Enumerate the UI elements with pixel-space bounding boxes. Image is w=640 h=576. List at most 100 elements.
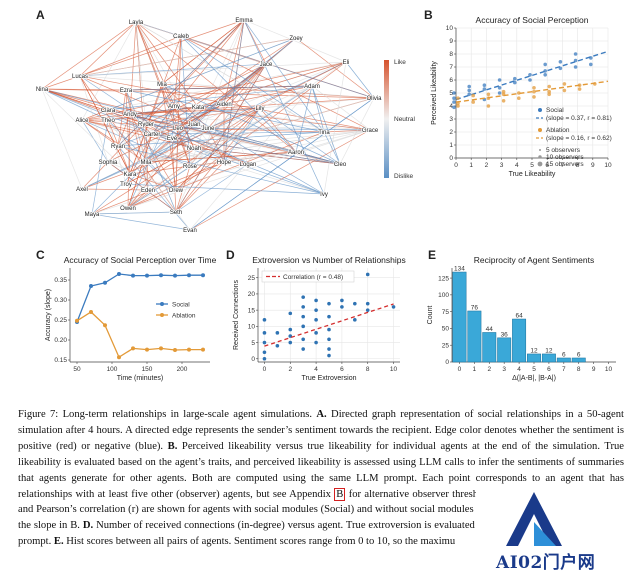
data-point <box>301 295 305 299</box>
data-point <box>89 310 93 314</box>
graph-edge <box>81 119 325 195</box>
graph-edge <box>180 35 297 153</box>
y-tick-label: 7 <box>449 64 453 71</box>
graph-edge <box>125 89 325 133</box>
graph-edges <box>41 19 375 231</box>
graph-edge <box>247 151 297 165</box>
data-point <box>562 88 567 93</box>
social-graph: Layla Emma Caleb Zoey Eli Lucas Jace Adam Nina Mi… <box>35 17 416 235</box>
data-point <box>532 86 536 90</box>
appendix-link[interactable]: B <box>334 487 346 501</box>
graph-edge <box>79 75 109 163</box>
graph-edge <box>81 188 149 191</box>
data-point <box>327 337 331 342</box>
graph-edge <box>127 133 153 209</box>
graph-edge <box>173 105 325 195</box>
y-tick-label: 10 <box>446 25 454 32</box>
data-point <box>528 78 532 82</box>
data-point <box>482 83 487 87</box>
data-point <box>159 346 163 351</box>
data-point <box>365 272 370 277</box>
y-tick-label: 0.35 <box>54 277 67 284</box>
y-tick-label: 9 <box>449 38 453 45</box>
data-point <box>327 353 331 358</box>
graph-edge <box>129 113 371 131</box>
y-tick-label: 10 <box>248 324 256 331</box>
data-point <box>543 73 547 77</box>
graph-edge <box>129 123 195 175</box>
y-tick-label: 4 <box>449 103 453 110</box>
graph-edge <box>41 88 83 190</box>
caption-text: Perceived likeability versus true likeab… <box>18 440 624 500</box>
chart-title: Accuracy of Social Perception <box>476 15 589 25</box>
x-tick-label: 4 <box>515 162 519 169</box>
graph-edge <box>107 107 261 121</box>
y-axis-label: Accuracy (slope) <box>45 289 52 341</box>
data-point <box>471 100 475 104</box>
graph-edge <box>193 147 325 195</box>
graph-edge <box>41 19 245 90</box>
legend-marker <box>538 128 542 132</box>
x-tick-label: 1 <box>469 162 473 169</box>
chart-title: Reciprocity of Agent Sentiments <box>474 255 594 265</box>
histogram-bar <box>541 353 556 363</box>
social-graph-panel: Layla Emma Caleb Zoey Eli Lucas Jace Adam Nina Mi… <box>28 14 440 236</box>
fit-line <box>264 303 394 347</box>
bar-data-label: 6 <box>577 351 581 358</box>
graph-node: Maya <box>85 212 100 218</box>
data-point <box>497 78 502 82</box>
graph-edge <box>127 85 313 209</box>
data-point <box>456 96 460 100</box>
colorbar-label-neutral: Neutral <box>394 116 416 123</box>
chart-title: Extroversion vs Number of Relationships <box>252 255 406 265</box>
caption-text: Number of received connections (in-degre… <box>18 520 624 548</box>
caption-figure-number: Figure 7: <box>18 409 59 420</box>
legend-size-marker <box>537 161 543 167</box>
graph-edge <box>223 129 371 163</box>
legend-size-label: 10 observers <box>546 154 584 161</box>
data-point <box>497 86 502 90</box>
panel-label-c: C <box>36 248 45 262</box>
data-point <box>467 84 471 89</box>
graph-edge <box>177 127 297 153</box>
graph-edge <box>81 119 109 163</box>
graph-edge <box>91 107 261 215</box>
data-point <box>497 91 502 95</box>
graph-edge <box>117 19 245 147</box>
data-point <box>452 91 456 95</box>
graph-edge <box>41 88 341 165</box>
data-point <box>131 273 135 278</box>
data-point <box>353 301 357 306</box>
data-point <box>327 314 331 319</box>
watermark-logo-icon <box>506 492 562 546</box>
graph-edge <box>175 165 191 213</box>
data-point <box>301 337 305 342</box>
x-tick-label: 0 <box>458 366 462 373</box>
graph-edge <box>129 83 163 175</box>
panel-label-e: E <box>428 248 437 262</box>
graph-node: Caleb <box>173 34 189 40</box>
watermark: AI02门户网 <box>476 488 636 576</box>
graph-node: Noah <box>187 146 201 152</box>
graph-edge <box>107 119 191 231</box>
data-point <box>547 89 551 94</box>
y-tick-label: 8 <box>449 51 453 58</box>
graph-edge <box>117 145 191 231</box>
histogram-bar <box>452 271 467 363</box>
graph-node: Kara <box>124 172 137 178</box>
data-point <box>513 76 517 81</box>
graph-edge <box>107 103 225 163</box>
graph-edge <box>129 113 195 149</box>
histogram-bar <box>527 353 541 363</box>
graph-edge <box>79 75 195 125</box>
extroversion-chart: 0 2 4 6 8 10 0 5 10 15 20 25 Extroversion vs Number … <box>233 255 406 382</box>
data-point <box>301 347 305 351</box>
y-tick-label: 125 <box>438 275 449 282</box>
graph-edge <box>339 97 375 165</box>
graph-edge <box>91 211 177 215</box>
y-tick-label: 25 <box>442 342 450 349</box>
x-axis-label: True Extroversion <box>302 375 357 382</box>
data-point <box>75 318 79 323</box>
data-point <box>589 62 593 67</box>
histogram-bar <box>512 318 527 363</box>
